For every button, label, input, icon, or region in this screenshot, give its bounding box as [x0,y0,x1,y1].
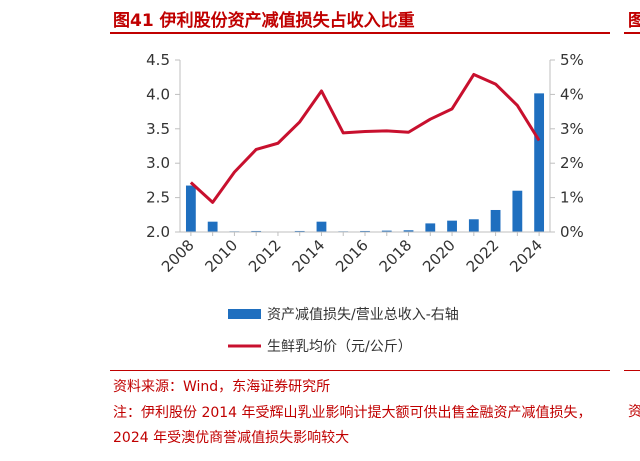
x-tick-label: 2008 [158,236,198,276]
bar [468,219,479,232]
bar-series [185,93,545,232]
left-axis-ticks: 2.0 2.5 3.0 3.5 4.0 4.5 [146,51,180,241]
x-tick-label: 2010 [202,236,242,276]
bar [447,220,457,232]
bar [251,230,262,232]
bar [360,230,370,232]
axes [179,60,551,233]
footer-rule [110,370,610,371]
line-path [189,72,541,204]
bar [381,230,392,232]
left-tick-label: 2.5 [146,189,170,207]
legend-bar-label: 资产减值损失/营业总收入-右轴 [267,307,459,323]
note-text: 注：伊利股份 2014 年受辉山乳业影响计提大额可供出售金融资产减值损失，202… [113,405,592,446]
right-tick-label: 4% [560,85,584,103]
bar [316,221,327,232]
x-tick-label: 2022 [463,236,503,276]
bar [512,190,523,232]
bar [403,230,414,232]
left-tick-label: 2.0 [146,223,170,241]
title-rule [110,32,610,34]
right-tick-label: 5% [560,51,584,69]
x-tick-label: 2012 [245,236,285,276]
left-tick-label: 4.0 [146,85,170,103]
right-axis-ticks: 0% 1% 2% 3% 4% 5% [550,51,584,241]
line-series [189,72,541,204]
figure-title: 图41 伊利股份资产减值损失占收入比重 [113,11,415,31]
bar [425,223,436,232]
x-tick-label: 2014 [289,236,329,276]
x-tick-label: 2018 [376,236,416,276]
next-figure-title-fragment: 图 [628,11,640,31]
right-tick-label: 2% [560,154,584,172]
x-axis-ticks: 2008 2010 2012 2014 2016 2018 2020 2022 2024 [158,232,546,276]
right-tick-label: 0% [560,223,584,241]
chart: 2.0 2.5 3.0 3.5 4.0 4.5 0% 1% 2% 3% 4% 5% 2008 2010… [146,51,584,355]
bar [207,221,218,232]
x-tick-label: 2020 [419,236,459,276]
source-text: 资料来源：Wind，东海证券研究所 [113,379,331,395]
legend-bar-swatch [228,309,261,319]
left-tick-label: 3.5 [146,120,170,138]
legend: 资产减值损失/营业总收入-右轴 生鲜乳均价（元/公斤） [228,307,459,355]
left-tick-label: 4.5 [146,51,170,69]
bar [185,185,196,232]
bar [490,209,501,232]
bar [294,230,305,232]
bar [534,93,545,232]
next-note-fragment: 资 [628,404,640,420]
next-figure-rule [624,32,640,34]
legend-line-label: 生鲜乳均价（元/公斤） [267,339,412,355]
left-tick-label: 3.0 [146,154,170,172]
x-tick-label: 2016 [332,236,372,276]
x-tick-label: 2024 [506,236,546,276]
next-footer-rule [624,370,640,371]
right-tick-label: 1% [560,189,584,207]
right-tick-label: 3% [560,120,584,138]
